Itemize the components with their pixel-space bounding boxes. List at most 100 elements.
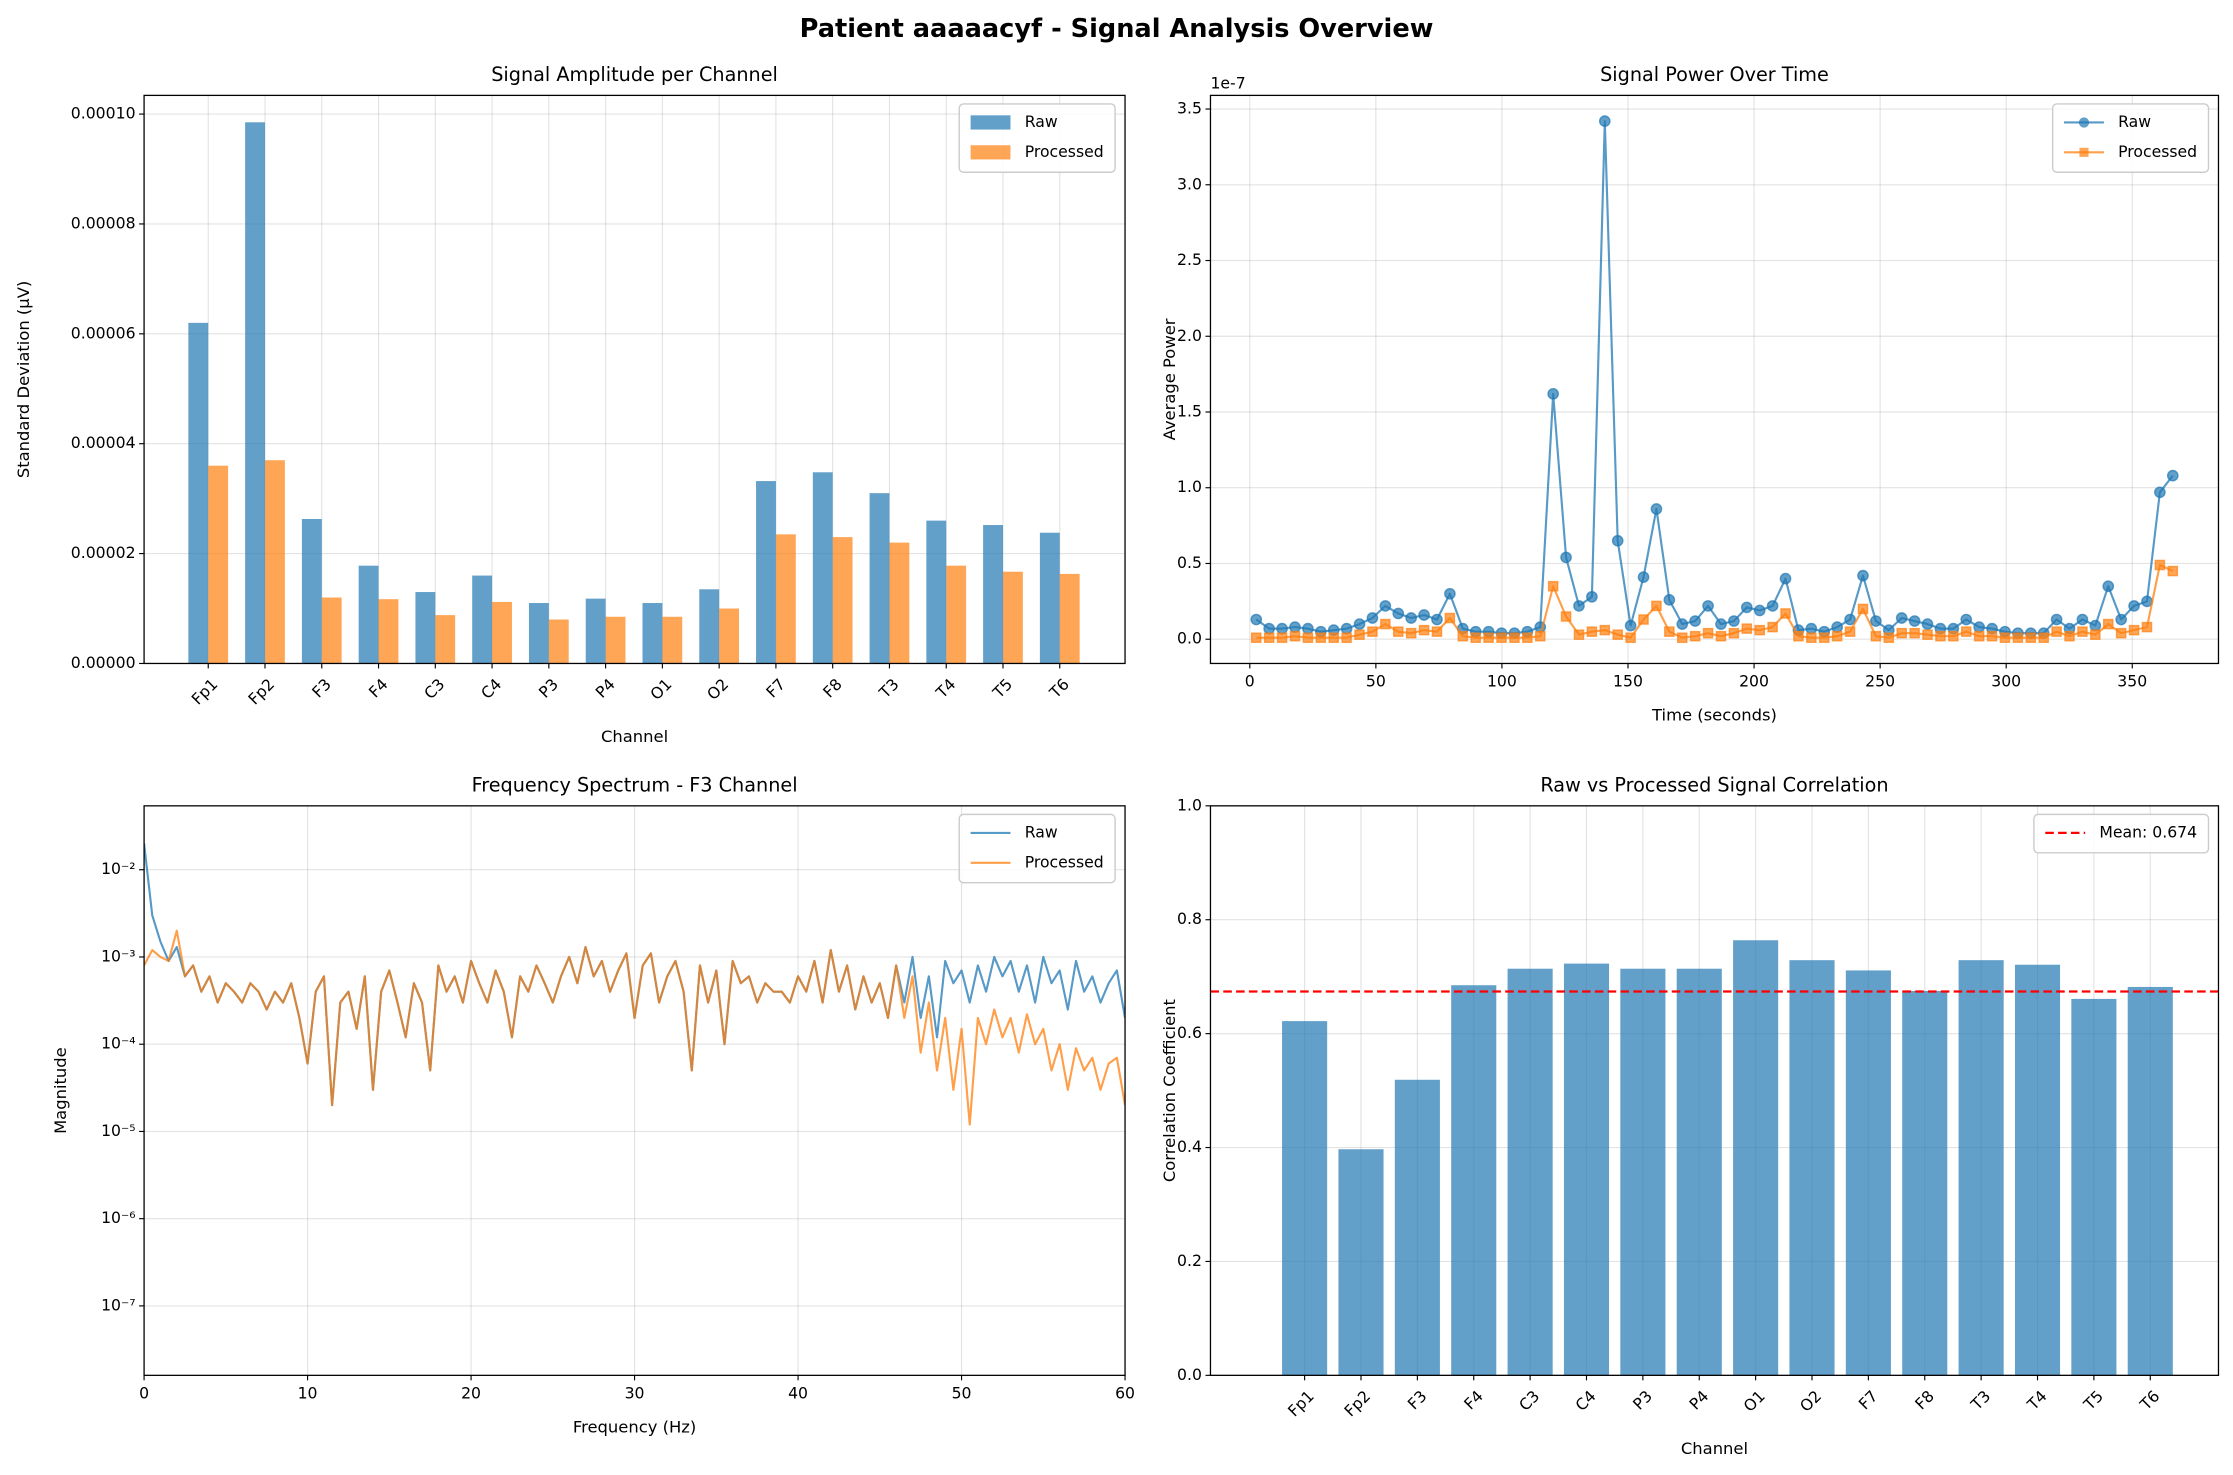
- marker: [1780, 608, 1791, 619]
- marker: [1663, 594, 1676, 606]
- chart-title: Raw vs Processed Signal Correlation: [1540, 773, 1888, 796]
- bar: [719, 608, 740, 664]
- y-tick-label: 10⁻⁷: [101, 1295, 135, 1314]
- legend-marker: [2078, 117, 2090, 128]
- marker: [2090, 629, 2101, 640]
- marker: [1741, 623, 1753, 634]
- marker: [1651, 600, 1662, 612]
- marker: [1367, 626, 1378, 637]
- marker: [1999, 632, 2011, 643]
- marker: [1315, 632, 1327, 643]
- y-axis-label: Correlation Coefficient: [1160, 998, 1179, 1182]
- marker: [1366, 612, 1379, 624]
- marker: [1806, 632, 1817, 643]
- marker: [2128, 600, 2140, 612]
- marker: [1637, 571, 1650, 583]
- x-tick-label: 0: [139, 1383, 149, 1402]
- legend-label: Processed: [1025, 142, 1104, 161]
- marker: [1418, 624, 1430, 636]
- y-tick-label: 0.00000: [71, 653, 136, 672]
- bar: [528, 603, 549, 664]
- marker: [1405, 612, 1417, 624]
- bar: [301, 518, 322, 664]
- legend-swatch: [970, 115, 1011, 130]
- axes-frame: [1209, 94, 2220, 665]
- marker: [1353, 618, 1366, 630]
- y-tick-label: 0.5: [1177, 553, 1202, 572]
- y-axis-label: Average Power: [1160, 318, 1179, 440]
- y-tick-label: 10⁻²: [101, 859, 135, 878]
- marker: [1444, 612, 1456, 624]
- marker: [1276, 622, 1288, 635]
- marker: [2141, 621, 2153, 633]
- marker: [1728, 615, 1740, 627]
- marker: [2102, 580, 2115, 593]
- legend: Raw Processed: [958, 813, 1116, 884]
- marker: [2077, 626, 2088, 637]
- bar: [378, 599, 399, 664]
- bar: [492, 601, 512, 664]
- x-axis-label: Channel: [1681, 1439, 1748, 1458]
- legend-label: Processed: [2118, 142, 2197, 161]
- marker: [1586, 626, 1598, 637]
- x-tick-label: 50: [952, 1383, 972, 1402]
- bar: [869, 493, 890, 664]
- bar: [1620, 968, 1666, 1376]
- marker: [1392, 626, 1404, 637]
- legend-box: [2033, 813, 2210, 854]
- legend: Raw Processed: [2051, 103, 2210, 173]
- bar: [2014, 964, 2061, 1376]
- marker: [1418, 609, 1430, 621]
- bar: [208, 465, 229, 664]
- marker: [1250, 632, 1262, 643]
- x-tick-label: 100: [1487, 671, 1517, 690]
- marker: [1715, 618, 1727, 630]
- y-tick-label: 0.8: [1177, 909, 1202, 928]
- y-axis-label: Magnitude: [51, 1047, 70, 1134]
- x-tick-label: 30: [625, 1383, 645, 1402]
- marker: [1767, 621, 1778, 633]
- marker: [1431, 626, 1443, 637]
- y-tick-label: 0.00004: [71, 433, 136, 452]
- marker: [1883, 632, 1895, 643]
- bar: [832, 537, 853, 664]
- marker: [1573, 600, 1585, 612]
- bar: [1676, 968, 1722, 1376]
- legend-swatch: [970, 145, 1011, 160]
- y-tick-label: 0.00008: [71, 213, 136, 232]
- x-axis-label: Time (seconds): [1651, 706, 1777, 725]
- bar: [1789, 960, 1835, 1376]
- marker: [2154, 559, 2166, 571]
- marker: [1263, 632, 1275, 643]
- marker: [1547, 580, 1559, 592]
- marker: [1973, 630, 1985, 642]
- marker: [1702, 627, 1714, 639]
- marker: [1612, 629, 1623, 640]
- bar: [585, 598, 606, 664]
- x-tick-label: 350: [2117, 671, 2147, 690]
- marker: [1302, 632, 1314, 643]
- bar: [662, 616, 683, 664]
- legend-label: Processed: [1025, 852, 1104, 871]
- marker: [1676, 632, 1688, 643]
- bar: [812, 472, 833, 664]
- marker: [2012, 632, 2024, 643]
- marker: [2089, 619, 2102, 632]
- marker: [1276, 632, 1288, 643]
- x-axis-label: Frequency (Hz): [573, 1418, 696, 1437]
- marker: [1560, 611, 1572, 622]
- marker: [2115, 613, 2127, 626]
- marker: [1908, 615, 1921, 627]
- bar: [983, 525, 1003, 664]
- marker: [1586, 590, 1598, 603]
- x-tick-label: 40: [788, 1383, 808, 1402]
- bar: [699, 589, 720, 664]
- y-tick-label: 10⁻³: [101, 946, 135, 965]
- marker: [1870, 630, 1882, 642]
- marker: [1922, 629, 1933, 640]
- marker: [1973, 621, 1985, 633]
- bar: [472, 575, 493, 664]
- marker: [1380, 618, 1391, 630]
- marker: [1522, 632, 1533, 643]
- y-tick-label: 10⁻⁶: [101, 1208, 135, 1227]
